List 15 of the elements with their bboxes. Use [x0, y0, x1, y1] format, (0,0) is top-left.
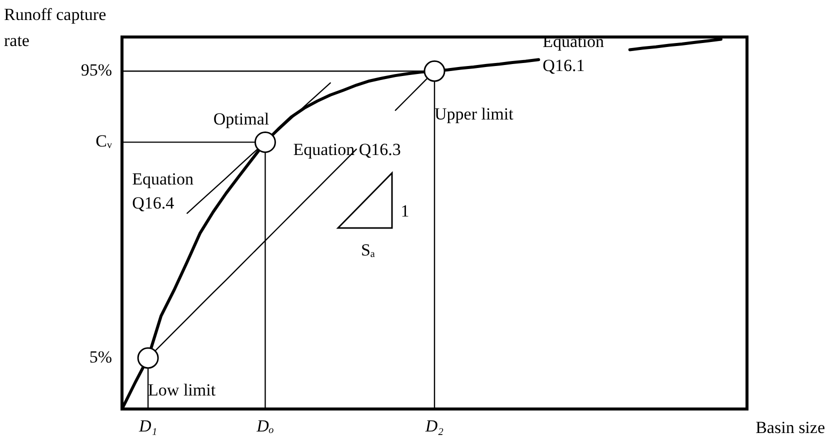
annotation: 1 — [400, 201, 410, 220]
y-tick-label: Cᵥ — [96, 132, 113, 151]
annotation: Optimal — [213, 110, 270, 129]
y-axis-title: Runoff capture rate — [4, 5, 106, 50]
y-tick-label: 5% — [89, 347, 112, 366]
x-axis-title: Basin size — [756, 418, 825, 437]
annotation: Sₐ — [360, 240, 376, 260]
x-tick-label: Dₒ — [256, 416, 274, 436]
x-tick-label: D₂ — [424, 416, 444, 436]
annotation: Low limit — [148, 380, 216, 400]
series-label: Equation Q16.4 — [132, 170, 194, 213]
series-label: Equation Q16.3 — [293, 140, 401, 160]
x-tick-label: D₁ — [138, 416, 158, 436]
y-tick-label: 95% — [80, 60, 112, 80]
annotation: Upper limit — [434, 104, 514, 124]
